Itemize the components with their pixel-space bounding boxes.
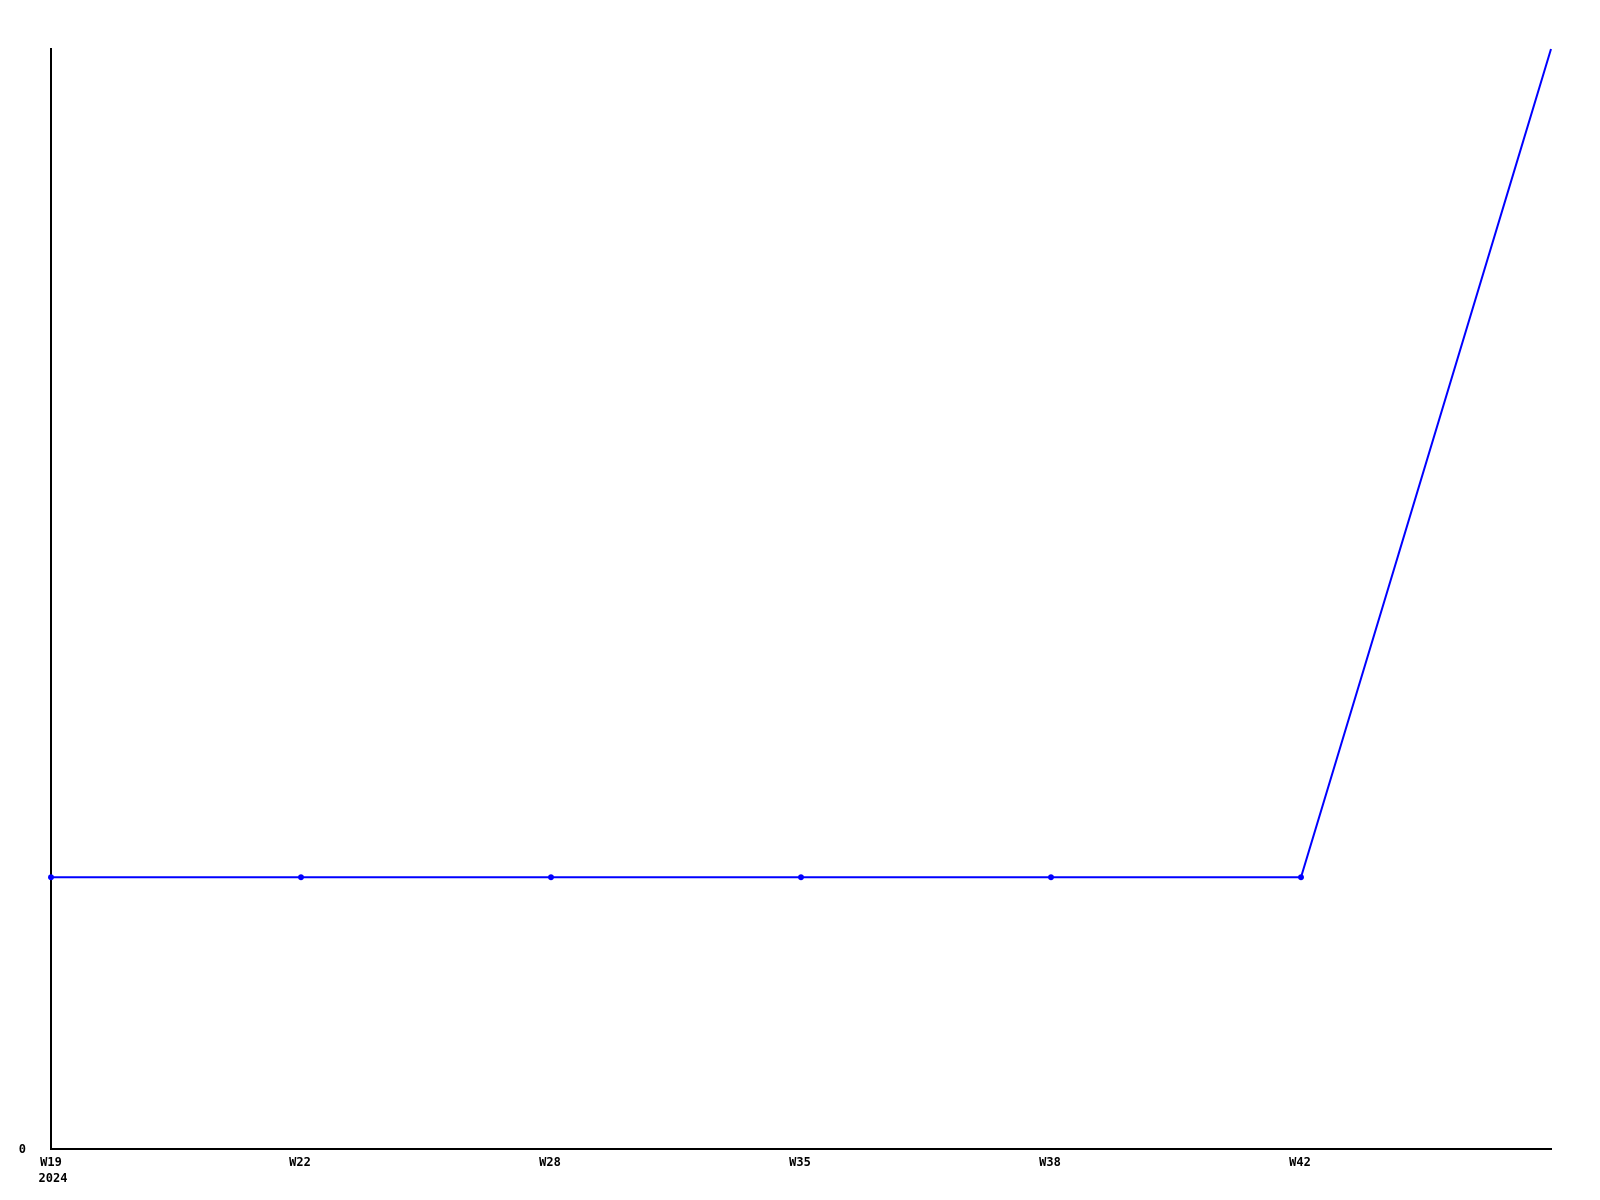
- x-axis-tick-label-w28: W28: [539, 1155, 561, 1169]
- y-axis-tick-label: 0: [18, 1142, 26, 1156]
- data-point-markers: [48, 874, 1304, 881]
- x-axis-tick-label-w19: W19: [40, 1155, 62, 1169]
- series-line: [51, 48, 1552, 879]
- data-point-marker: [548, 874, 554, 881]
- data-point-marker: [798, 874, 804, 881]
- x-axis-year-label: 2024: [38, 1171, 68, 1185]
- data-point-marker: [48, 874, 54, 881]
- x-axis-tick-label-w42: W42: [1289, 1155, 1311, 1169]
- data-point-marker: [298, 874, 304, 881]
- x-axis-tick-label-w38: W38: [1039, 1155, 1061, 1169]
- x-axis-tick-label-w35: W35: [789, 1155, 811, 1169]
- data-point-marker: [1048, 874, 1054, 881]
- x-axis-tick-label-w22: W22: [289, 1155, 311, 1169]
- data-point-marker: [1298, 874, 1304, 881]
